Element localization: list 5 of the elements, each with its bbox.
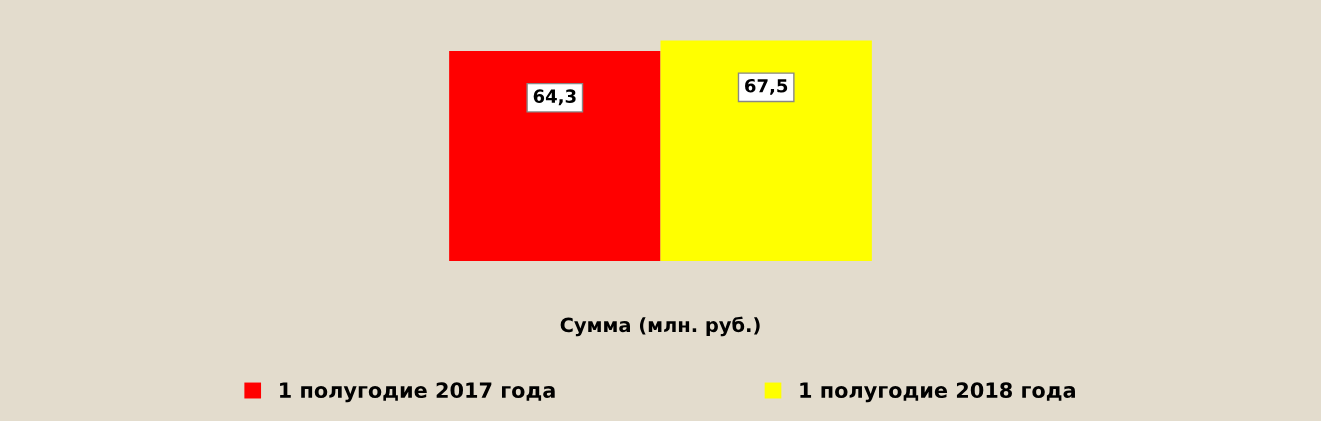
data-label: 64,3 bbox=[533, 89, 576, 106]
data-label: 67,5 bbox=[745, 78, 788, 95]
legend-label: 1 полугодие 2018 года bbox=[800, 382, 1075, 403]
legend-label: 1 полугодие 2017 года bbox=[280, 382, 555, 403]
x-axis-title: Сумма (млн. руб.) bbox=[560, 316, 760, 337]
